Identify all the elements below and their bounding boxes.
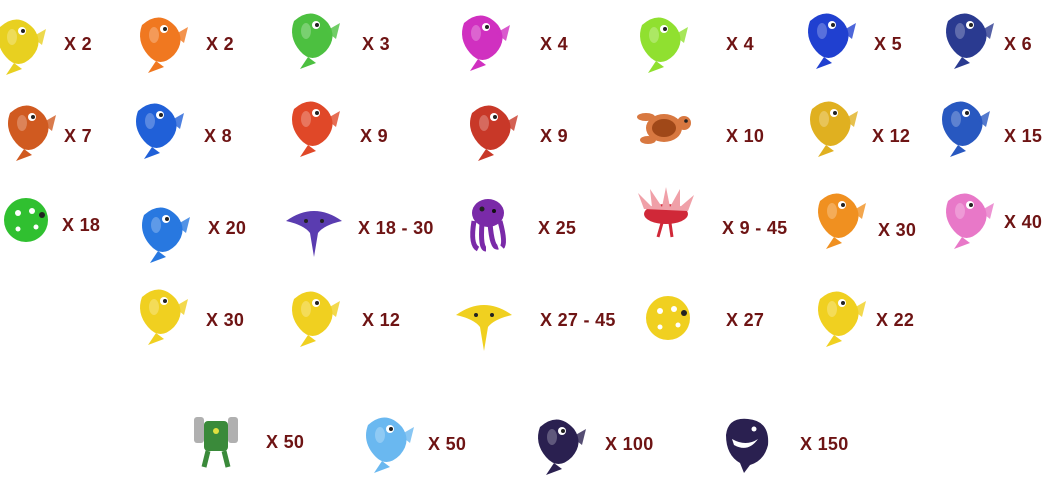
purple-manta-ray-icon — [286, 211, 342, 257]
multiplier-label: X 150 — [800, 434, 849, 454]
golden-marlin-icon — [818, 291, 866, 347]
multiplier-label: X 9 — [360, 126, 388, 146]
moorish-idol-fish-icon — [810, 101, 858, 157]
paytable-entry: X 27 - 45 — [0, 0, 615, 351]
multiplier-label: X 3 — [362, 34, 390, 54]
paytable-entry: X 20 — [0, 0, 246, 263]
pink-anglerfish-icon — [946, 193, 994, 249]
multiplier-label: X 2 — [64, 34, 92, 54]
green-striped-fish-icon — [292, 13, 340, 69]
paytable-entry: X 50 — [0, 0, 304, 468]
multiplier-label: X 6 — [1004, 34, 1032, 54]
paytable-entry: X 9 — [0, 0, 568, 161]
multiplier-label: X 2 — [206, 34, 234, 54]
multiplier-label: X 30 — [206, 310, 245, 330]
paytable-entry: X 4 — [0, 0, 754, 73]
blue-tang-fish-icon — [808, 13, 856, 69]
orange-seahorse-icon — [818, 193, 866, 249]
paytable-entry: X 150 — [0, 0, 848, 473]
multiplier-label: X 22 — [876, 310, 915, 330]
paytable-entry: X 22 — [0, 0, 914, 347]
blue-shark-icon — [142, 207, 190, 263]
multiplier-label: X 9 - 45 — [722, 218, 788, 238]
multiplier-label: X 12 — [362, 310, 401, 330]
multiplier-label: X 27 — [726, 310, 765, 330]
paytable-entry: X 18 — [0, 0, 100, 242]
blue-eel-icon — [946, 13, 994, 69]
multiplier-label: X 50 — [266, 432, 305, 452]
paytable-entry: X 10 — [0, 0, 764, 146]
yellow-seahorse-fish-icon — [0, 19, 46, 75]
striped-butterfly-fish-icon — [8, 105, 56, 161]
paytable-entry: X 27 — [0, 0, 764, 340]
golden-pufferfish-icon — [646, 296, 690, 340]
multiplier-label: X 8 — [204, 126, 232, 146]
paytable-entry: X 18 - 30 — [0, 0, 433, 257]
purple-octopus-icon — [470, 199, 507, 252]
golden-manta-ray-icon — [456, 305, 512, 351]
paytable-entry: X 5 — [0, 0, 902, 69]
multiplier-label: X 25 — [538, 218, 577, 238]
multiplier-label: X 4 — [726, 34, 754, 54]
killer-whale-icon — [726, 418, 769, 473]
paytable-entry: X 4 — [0, 0, 568, 71]
dark-shark-icon — [538, 419, 586, 475]
multiplier-label: X 50 — [428, 434, 467, 454]
clownfish-icon — [140, 17, 188, 73]
paytable-entry: X 30 — [0, 0, 916, 249]
multiplier-label: X 10 — [726, 126, 765, 146]
multiplier-label: X 27 - 45 — [540, 310, 616, 330]
multiplier-label: X 9 — [540, 126, 568, 146]
multiplier-label: X 7 — [64, 126, 92, 146]
multiplier-label: X 18 — [62, 215, 101, 235]
blue-round-fish-icon — [136, 103, 184, 159]
golden-whale-icon — [292, 291, 340, 347]
paytable-entry: X 30 — [0, 0, 244, 345]
blue-marlin-icon — [942, 101, 990, 157]
multiplier-label: X 4 — [540, 34, 568, 54]
paytable-entry: X 8 — [0, 0, 232, 159]
paytable-entry: X 9 — [0, 0, 388, 157]
multiplier-label: X 30 — [878, 220, 917, 240]
paytable-entry: X 3 — [0, 0, 390, 69]
multiplier-label: X 100 — [605, 434, 654, 454]
paytable-entry: X 9 - 45 — [0, 0, 787, 238]
paytable-entry: X 100 — [0, 0, 653, 475]
paytable-entry: X 7 — [0, 0, 92, 161]
multiplier-label: X 15 — [1004, 126, 1042, 146]
green-pufferfish-icon — [4, 198, 48, 242]
paytable-entry: X 2 — [0, 0, 92, 75]
paytable-entry: X 50 — [0, 0, 466, 473]
paytable-entry: X 12 — [0, 0, 400, 347]
multiplier-label: X 20 — [208, 218, 247, 238]
lime-fish-icon — [640, 17, 688, 73]
multiplier-label: X 5 — [874, 34, 902, 54]
mech-robot-icon — [194, 417, 238, 468]
sea-turtle-icon — [637, 113, 691, 144]
crystal-dragon-icon — [366, 417, 414, 473]
paytable-entry: X 12 — [0, 0, 910, 157]
red-lionfish-icon — [470, 105, 518, 161]
paytable-entry: X 15 — [0, 0, 1042, 157]
red-winged-lionfish-icon — [638, 187, 694, 238]
paytable-entry: X 25 — [0, 0, 576, 252]
paytable-entry: X 40 — [0, 0, 1042, 249]
paytable-entry: X 2 — [0, 0, 234, 73]
golden-shark-icon — [140, 289, 188, 345]
multiplier-label: X 18 - 30 — [358, 218, 434, 238]
magenta-fish-icon — [462, 15, 510, 71]
paytable-entry: X 6 — [0, 0, 1032, 69]
multiplier-label: X 40 — [1004, 212, 1042, 232]
red-spotted-fish-icon — [292, 101, 340, 157]
multiplier-label: X 12 — [872, 126, 911, 146]
